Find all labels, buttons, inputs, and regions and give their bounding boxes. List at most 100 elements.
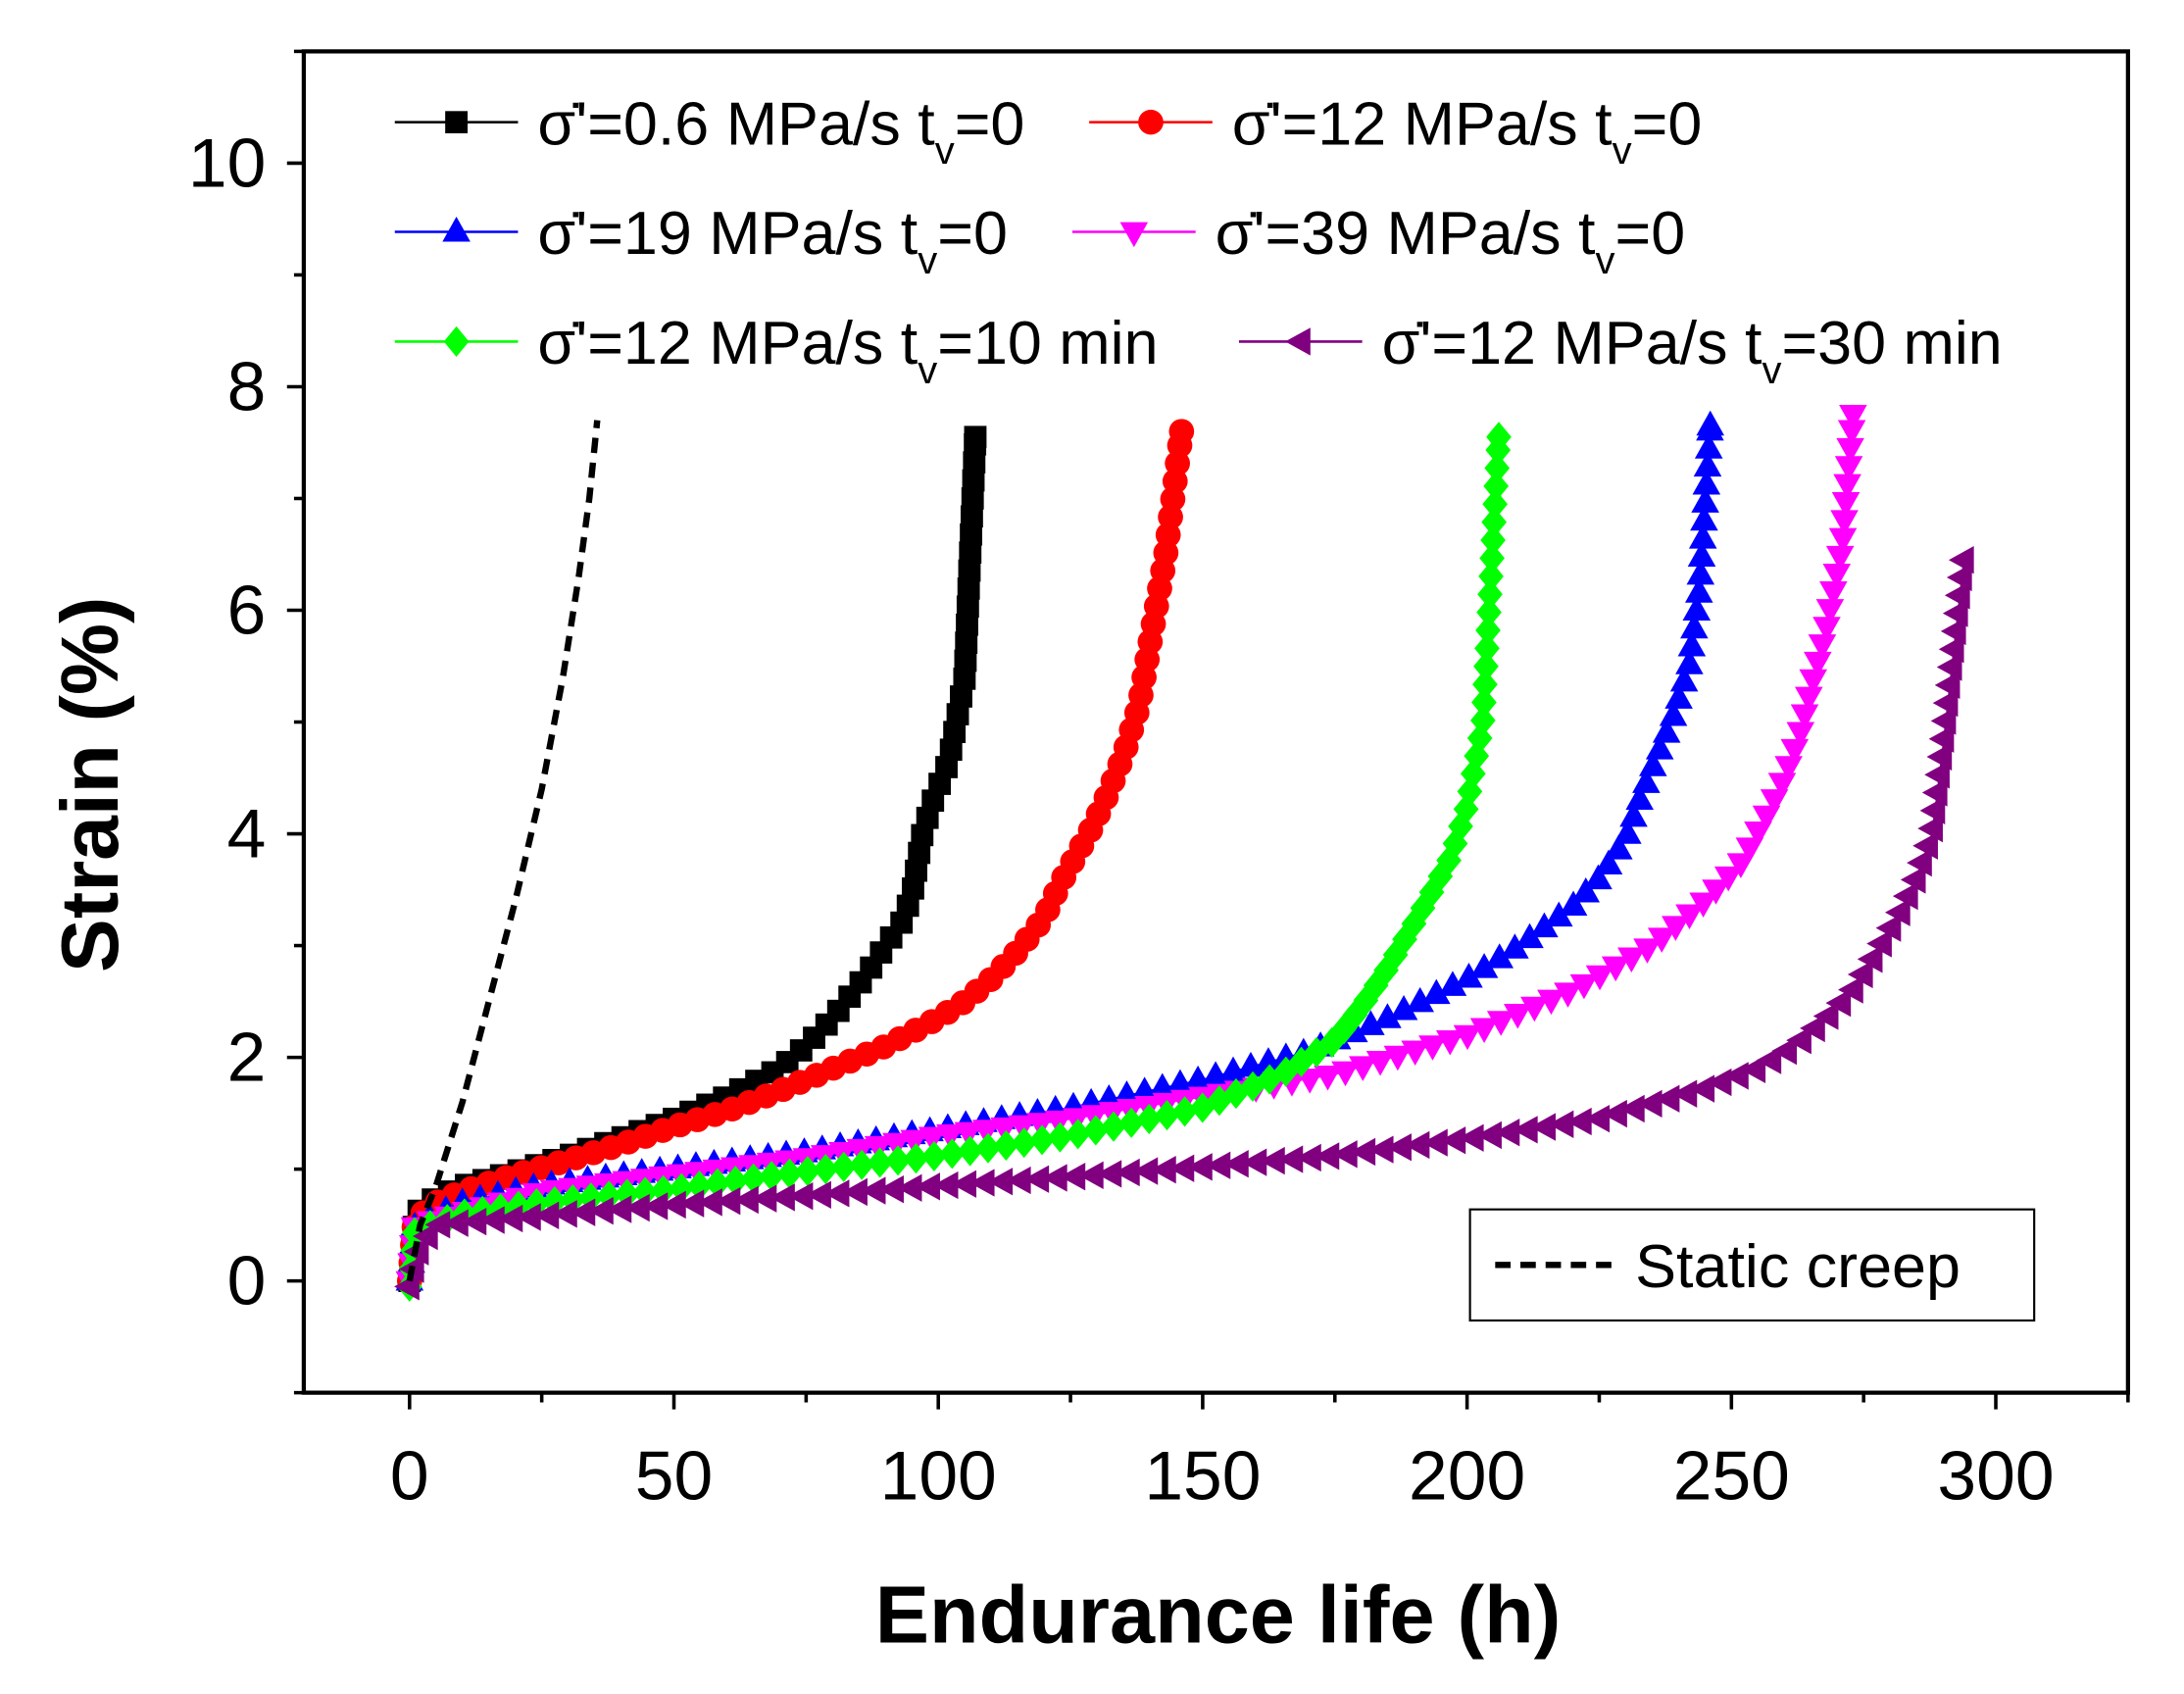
data-point bbox=[1812, 617, 1841, 642]
x-tick-label: 200 bbox=[1409, 1438, 1525, 1516]
data-point bbox=[1819, 581, 1848, 607]
y-tick-label: 2 bbox=[227, 1020, 267, 1097]
data-point bbox=[954, 649, 977, 673]
legend-label-main: σ̇'=0.6 MPa/s t bbox=[537, 90, 934, 159]
data-point bbox=[1812, 1002, 1839, 1030]
legend-label-tail: =30 min bbox=[1781, 309, 2002, 377]
data-point bbox=[1096, 1160, 1122, 1188]
data-point bbox=[951, 1170, 977, 1198]
legend-label: σ̇'=12 MPa/s tv=0 bbox=[1232, 90, 1702, 174]
data-point bbox=[1011, 1127, 1037, 1159]
data-point bbox=[830, 1151, 857, 1182]
legend-label-subscript: v bbox=[918, 349, 937, 392]
data-point bbox=[661, 1190, 686, 1220]
data-point bbox=[958, 559, 981, 582]
data-point bbox=[1936, 653, 1962, 681]
data-point bbox=[686, 1171, 713, 1202]
data-point bbox=[1713, 866, 1743, 892]
data-point bbox=[1422, 1128, 1448, 1157]
data-point bbox=[975, 1132, 1001, 1164]
legend-item: σ̇'=39 MPa/s tv=0 bbox=[1072, 199, 1685, 282]
data-point bbox=[1938, 635, 1964, 664]
data-point bbox=[1223, 1150, 1249, 1178]
data-point bbox=[497, 1204, 523, 1233]
data-point bbox=[823, 1179, 850, 1208]
legend-label: σ̇'=39 MPa/s tv=0 bbox=[1216, 199, 1685, 282]
legend-label-tail: =0 bbox=[955, 90, 1025, 159]
data-point bbox=[1548, 1110, 1574, 1138]
data-point bbox=[1168, 1154, 1195, 1182]
data-point bbox=[461, 1207, 487, 1236]
legend-item: σ̇'=12 MPa/s tv=10 min bbox=[394, 309, 1159, 392]
data-point bbox=[1686, 559, 1715, 585]
data-point bbox=[1277, 1145, 1304, 1173]
data-point bbox=[1632, 768, 1661, 793]
series-line bbox=[408, 436, 977, 1281]
data-point bbox=[1831, 491, 1861, 518]
data-point bbox=[1386, 1133, 1412, 1162]
data-point bbox=[882, 1132, 911, 1159]
data-point bbox=[1569, 973, 1599, 1000]
legend-item: σ̇'=19 MPa/s tv=0 bbox=[394, 199, 1008, 282]
data-point bbox=[960, 505, 983, 528]
data-point bbox=[1671, 1079, 1698, 1108]
data-point bbox=[1474, 632, 1500, 664]
y-tick-label: 0 bbox=[227, 1243, 267, 1320]
data-point bbox=[1438, 971, 1467, 996]
data-point bbox=[959, 541, 982, 564]
x-tick-label: 150 bbox=[1144, 1438, 1261, 1516]
data-point bbox=[953, 668, 976, 690]
data-point bbox=[479, 1206, 505, 1234]
legend-item: σ̇'=12 MPa/s tv=0 bbox=[1089, 90, 1702, 174]
data-point bbox=[516, 1203, 541, 1231]
data-point bbox=[1857, 945, 1883, 973]
data-point bbox=[955, 631, 978, 654]
data-point bbox=[813, 1153, 839, 1185]
data-point bbox=[1948, 546, 1974, 574]
data-point bbox=[987, 1168, 1014, 1196]
data-point bbox=[697, 1188, 722, 1217]
data-point bbox=[1187, 1153, 1213, 1181]
data-point bbox=[1115, 1158, 1140, 1187]
data-point bbox=[903, 1143, 929, 1174]
data-point bbox=[570, 1198, 596, 1226]
data-point bbox=[533, 1201, 560, 1230]
data-point bbox=[1455, 963, 1483, 988]
data-point bbox=[1023, 1165, 1050, 1193]
data-point bbox=[1481, 507, 1507, 538]
legend-label-main: σ̇'=12 MPa/s t bbox=[1232, 90, 1613, 159]
data-point bbox=[1946, 563, 1972, 592]
data-point bbox=[1331, 1061, 1360, 1087]
legend-label-subscript: v bbox=[1596, 239, 1615, 282]
data-point bbox=[740, 1163, 767, 1194]
data-point bbox=[1825, 545, 1855, 572]
data-point bbox=[1041, 1164, 1067, 1192]
data-point bbox=[935, 756, 958, 778]
data-point bbox=[751, 1184, 777, 1213]
data-point bbox=[1469, 953, 1499, 978]
data-point bbox=[1647, 927, 1676, 953]
data-point bbox=[1132, 1157, 1159, 1185]
data-point bbox=[795, 1156, 820, 1187]
legend-marker bbox=[443, 325, 470, 358]
legend-label-subscript: v bbox=[935, 129, 955, 173]
data-point bbox=[961, 487, 984, 510]
data-point bbox=[878, 1174, 904, 1204]
data-point bbox=[1350, 1137, 1376, 1167]
legend-label-subscript: v bbox=[1762, 349, 1781, 392]
data-point bbox=[588, 1196, 614, 1225]
x-tick-label: 50 bbox=[635, 1438, 713, 1516]
legend-marker bbox=[442, 216, 471, 242]
data-point bbox=[885, 1145, 911, 1176]
data-point bbox=[642, 1192, 669, 1221]
data-point bbox=[1494, 1119, 1520, 1147]
data-point bbox=[1636, 1089, 1663, 1119]
static-creep-legend: Static creep bbox=[1468, 1208, 2036, 1322]
legend-label-tail: =0 bbox=[1632, 90, 1703, 159]
data-point bbox=[1520, 996, 1549, 1022]
data-point bbox=[939, 738, 963, 762]
data-point bbox=[1044, 1110, 1073, 1136]
data-point bbox=[722, 1166, 749, 1197]
data-point bbox=[1836, 437, 1864, 464]
data-point bbox=[1476, 597, 1502, 628]
